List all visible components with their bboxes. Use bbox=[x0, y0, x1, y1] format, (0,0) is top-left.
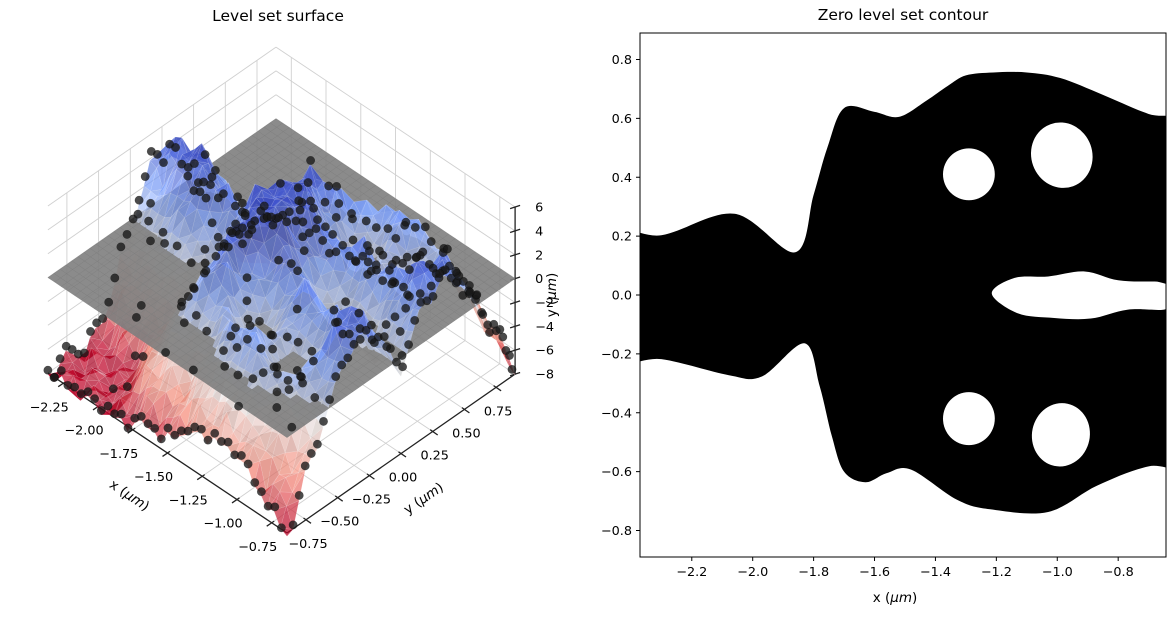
x-tick-label: −1.8 bbox=[798, 565, 829, 580]
y-tick-label: −0.2 bbox=[601, 347, 632, 362]
axis-ticks: −2.2 −2.0 −1.8 −1.6 −1.4 −1.2 −1.0 −0.8 −0.8 −0.6… bbox=[601, 53, 1134, 580]
x3d-tick-label: −1.50 bbox=[134, 470, 173, 485]
x-tick-label: −1.6 bbox=[859, 565, 890, 580]
left-chart-title: Level set surface bbox=[212, 7, 344, 25]
x-tick-label: −0.8 bbox=[1103, 565, 1134, 580]
z3d-tick-label: 2 bbox=[535, 248, 543, 263]
x-tick-label: −1.4 bbox=[920, 565, 951, 580]
y3d-tick-label: 0.50 bbox=[452, 426, 481, 441]
axis-spines bbox=[47, 204, 521, 534]
y-axis-label: y (μm) bbox=[544, 273, 560, 318]
x-tick-label: −2.2 bbox=[676, 565, 707, 580]
right-chart-title: Zero level set contour bbox=[818, 6, 989, 24]
x3d-tick-label: −1.25 bbox=[169, 493, 208, 508]
sample-points bbox=[43, 139, 517, 533]
z3d-tick-label: −6 bbox=[535, 344, 554, 359]
contour-hole-2 bbox=[1030, 122, 1093, 188]
y-tick-label: 0.4 bbox=[612, 171, 632, 186]
x3d-tick-label: −1.00 bbox=[203, 517, 242, 532]
x3d-tick-label: −0.75 bbox=[238, 540, 277, 555]
y-tick-label: 0.0 bbox=[612, 289, 632, 304]
x-axis-label: x (μm) bbox=[873, 590, 918, 606]
y3d-tick-label: −0.25 bbox=[352, 493, 391, 508]
axis-tick-labels: −2.25 −2.00 −1.75 −1.50 −1.25 −1.00 −0.75 −0.75… bbox=[30, 201, 554, 555]
contour-plot: Zero level set contour −2.2 −2.0 −1.8 −1.6−… bbox=[544, 6, 1167, 606]
y-tick-label: −0.6 bbox=[601, 465, 632, 480]
y3d-tick-label: −0.50 bbox=[320, 515, 359, 530]
z3d-tick-label: 6 bbox=[535, 201, 543, 216]
x-tick-label: −2.0 bbox=[737, 565, 768, 580]
y-tick-label: −0.4 bbox=[601, 406, 632, 421]
contour-blob bbox=[640, 71, 1166, 514]
y-tick-label: 0.8 bbox=[612, 53, 632, 68]
y-tick-label: 0.2 bbox=[612, 230, 632, 245]
y3d-tick-label: −0.75 bbox=[288, 537, 327, 552]
contour-hole-1 bbox=[943, 148, 995, 201]
zero-level-set-region bbox=[640, 71, 1166, 514]
x3d-tick-label: −2.00 bbox=[64, 424, 103, 439]
z3d-tick-label: 0 bbox=[535, 272, 543, 287]
x-tick-label: −1.0 bbox=[1042, 565, 1073, 580]
y3d-tick-label: 0.00 bbox=[389, 471, 418, 486]
surface-plot: Level set surface −2.25 −2.00 −1.75 −1.50 −1… bbox=[30, 7, 554, 555]
y-tick-label: 0.6 bbox=[612, 112, 632, 127]
contour-hole-4 bbox=[1031, 403, 1090, 467]
y-tick-label: −0.8 bbox=[601, 524, 632, 539]
z3d-tick-label: −4 bbox=[535, 320, 554, 335]
y3d-tick-label: 0.75 bbox=[484, 404, 513, 419]
x3d-tick-label: −1.75 bbox=[99, 447, 138, 462]
contour-hole-3 bbox=[943, 392, 995, 446]
x3d-tick-label: −2.25 bbox=[30, 400, 69, 415]
y3d-tick-label: 0.25 bbox=[420, 449, 449, 464]
z3d-tick-label: −2 bbox=[535, 296, 554, 311]
z3d-tick-label: −8 bbox=[535, 368, 554, 383]
x-tick-label: −1.2 bbox=[981, 565, 1012, 580]
z3d-tick-label: 4 bbox=[535, 224, 543, 239]
